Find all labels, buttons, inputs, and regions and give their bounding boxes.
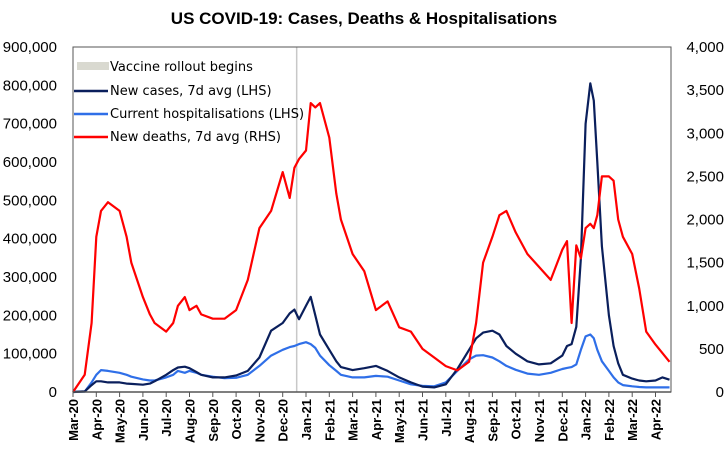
y-right-tick-label: 2,000: [686, 212, 724, 229]
x-tick-label: Jul-21: [439, 399, 454, 437]
legend-label-deaths: New deaths, 7d avg (RHS): [110, 130, 281, 145]
x-tick-label: Apr-20: [89, 399, 104, 440]
x-tick-label: Aug-20: [183, 399, 198, 443]
y-left-tick-label: 900,000: [3, 39, 57, 56]
series-group: [72, 82, 671, 394]
legend-swatch-vaccine: [77, 62, 109, 70]
x-tick-label: Jul-20: [159, 399, 174, 437]
hospitalisations-line: [72, 333, 670, 394]
y-right-tick-label: 1,500: [686, 255, 724, 272]
x-tick-label: Nov-21: [532, 399, 547, 442]
y-right-tick-label: 3,000: [686, 125, 724, 142]
legend-label-hospitalisations: Current hospitalisations (LHS): [110, 107, 304, 122]
x-tick-label: Nov-20: [252, 399, 267, 442]
x-tick-label: Aug-21: [462, 399, 477, 443]
x-tick-label: Jun-20: [136, 399, 151, 441]
y-left-tick-label: 400,000: [3, 231, 57, 248]
cases-line: [72, 82, 670, 394]
y-right-tick-label: 0: [716, 384, 724, 401]
x-tick-label: Oct-21: [509, 399, 524, 439]
x-tick-label: Jan-21: [299, 399, 314, 440]
x-tick-label: May-21: [392, 399, 407, 443]
x-tick-label: May-20: [113, 399, 128, 443]
y-left-tick-label: 200,000: [3, 307, 57, 324]
y-right-tick-label: 1,000: [686, 298, 724, 315]
x-tick-label: Mar-21: [346, 399, 361, 441]
x-tick-label: Feb-21: [322, 399, 337, 441]
y-left-tick-label: 500,000: [3, 192, 57, 209]
x-tick-label: Jun-21: [416, 399, 431, 441]
x-tick-label: Sep-20: [206, 399, 221, 442]
y-right-tick-label: 2,500: [686, 168, 724, 185]
chart-title: US COVID-19: Cases, Deaths & Hospitalisa…: [171, 9, 557, 28]
legend: Vaccine rollout begins New cases, 7d avg…: [74, 60, 304, 145]
y-left-tick-label: 600,000: [3, 154, 57, 171]
legend-label-vaccine: Vaccine rollout begins: [110, 60, 253, 75]
y-left-tick-label: 100,000: [3, 346, 57, 363]
x-tick-label: Mar-22: [625, 399, 640, 441]
y-left-tick-label: 300,000: [3, 269, 57, 286]
y-right-tick-label: 500: [699, 341, 724, 358]
y-right-tick-label: 4,000: [686, 39, 724, 56]
x-tick-label: Dec-20: [276, 399, 291, 442]
deaths-line: [72, 101, 671, 393]
y-right-tick-label: 3,500: [686, 82, 724, 99]
x-tick-label: Dec-21: [555, 399, 570, 442]
x-tick-label: Sep-21: [485, 399, 500, 442]
x-tick-label: Mar-20: [66, 399, 81, 441]
legend-label-cases: New cases, 7d avg (LHS): [110, 84, 272, 99]
x-axis: Mar-20 Apr-20 May-20 Jun-20 Jul-20 Aug-20 Sep-…: [66, 391, 671, 443]
y-left-tick-label: 0: [49, 384, 57, 401]
y-left-tick-label: 800,000: [3, 77, 57, 94]
x-tick-label: Jan-22: [579, 399, 594, 440]
x-tick-label: Apr-22: [649, 399, 664, 440]
y-axis-right: 0 500 1,000 1,500 2,000 2,500 3,000 3,500 4,000: [686, 39, 724, 401]
y-axis-left: 0 100,000 200,000 300,000 400,000 500,000 600,…: [3, 39, 57, 401]
y-left-tick-label: 700,000: [3, 116, 57, 133]
x-tick-label: Feb-22: [602, 399, 617, 441]
x-tick-label: Apr-21: [369, 399, 384, 440]
x-tick-label: Oct-20: [229, 399, 244, 439]
